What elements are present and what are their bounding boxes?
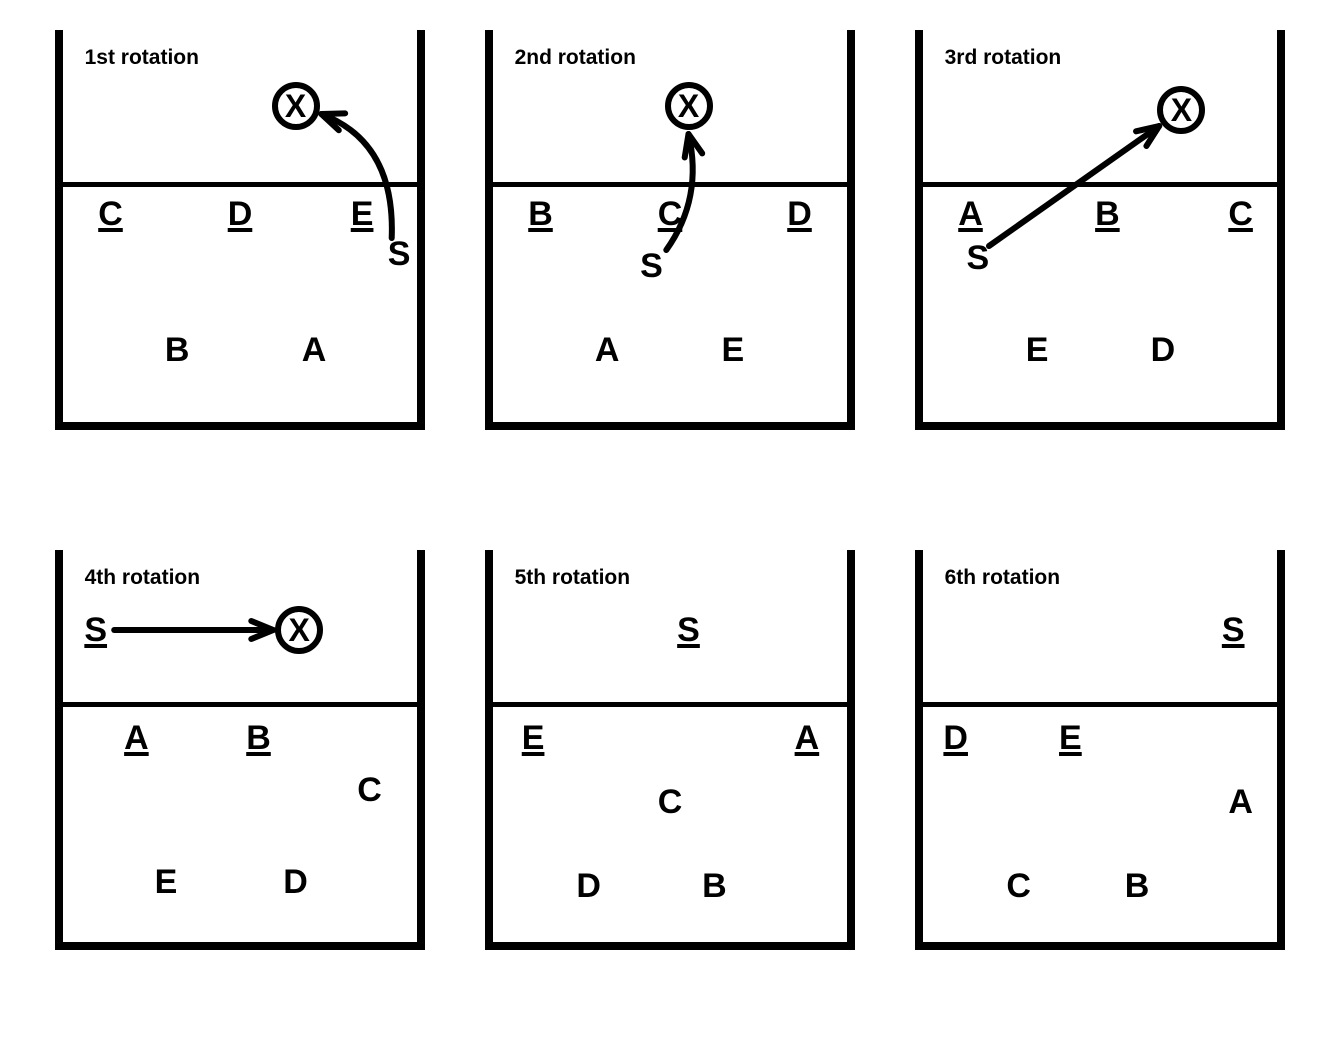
position-b: B	[528, 197, 553, 231]
target-label: X	[285, 90, 306, 122]
position-e: E	[351, 197, 374, 231]
position-s: S	[640, 249, 663, 283]
position-b: B	[246, 721, 271, 755]
net-line	[915, 182, 1285, 187]
position-a: A	[302, 333, 327, 367]
position-e: E	[1059, 721, 1082, 755]
rotation-4-title: 4th rotation	[85, 566, 201, 590]
position-d: D	[1151, 333, 1176, 367]
rotation-4-panel: 4th rotation S A B C E D X	[55, 550, 425, 950]
target-label: X	[289, 614, 310, 646]
rotation-1-panel: 1st rotation C D ES B A X	[55, 30, 425, 430]
position-a: A	[595, 333, 620, 367]
position-b: B	[1125, 869, 1150, 903]
position-e: E	[522, 721, 545, 755]
position-c: C	[658, 785, 683, 819]
rotation-6-title: 6th rotation	[945, 566, 1061, 590]
position-s: S	[677, 613, 700, 647]
position-d: D	[787, 197, 812, 231]
position-d: D	[283, 865, 308, 899]
rotation-6-panel: 6th rotation S D E A C B	[915, 550, 1285, 950]
target-label: X	[678, 90, 699, 122]
position-c: C	[357, 773, 382, 807]
position-c: C	[1228, 197, 1253, 231]
panel-border	[915, 550, 1285, 950]
position-c: C	[658, 197, 683, 231]
position-e: E	[155, 865, 178, 899]
position-e: E	[1026, 333, 1049, 367]
net-line	[485, 182, 855, 187]
position-s: S	[84, 613, 107, 647]
position-a: A	[958, 197, 983, 231]
position-s: S	[388, 237, 411, 271]
position-e: E	[722, 333, 745, 367]
rotation-2-title: 2nd rotation	[515, 46, 636, 70]
position-b: B	[702, 869, 727, 903]
position-a: A	[124, 721, 149, 755]
rotation-3-title: 3rd rotation	[945, 46, 1062, 70]
rotation-2-panel: 2nd rotation B C D S A E X	[485, 30, 855, 430]
position-c: C	[98, 197, 123, 231]
net-line	[55, 182, 425, 187]
rotation-5-title: 5th rotation	[515, 566, 631, 590]
net-line	[485, 702, 855, 707]
rotation-1-title: 1st rotation	[85, 46, 199, 70]
diagram-stage: 1st rotationCDESBAX2nd rotationBCDSAEX3r…	[0, 0, 1331, 1042]
position-d: D	[943, 721, 968, 755]
panel-border	[55, 550, 425, 950]
rotation-5-panel: 5th rotation S E A C D B	[485, 550, 855, 950]
rotation-3-panel: 3rd rotation A B C S E D X	[915, 30, 1285, 430]
position-d: D	[228, 197, 253, 231]
position-a: A	[1228, 785, 1253, 819]
position-a: A	[795, 721, 820, 755]
position-d: D	[576, 869, 601, 903]
net-line	[55, 702, 425, 707]
target-label: X	[1171, 94, 1192, 126]
position-b: B	[165, 333, 190, 367]
position-s: S	[967, 241, 990, 275]
position-b: B	[1095, 197, 1120, 231]
net-line	[915, 702, 1285, 707]
position-c: C	[1006, 869, 1031, 903]
position-s: S	[1222, 613, 1245, 647]
